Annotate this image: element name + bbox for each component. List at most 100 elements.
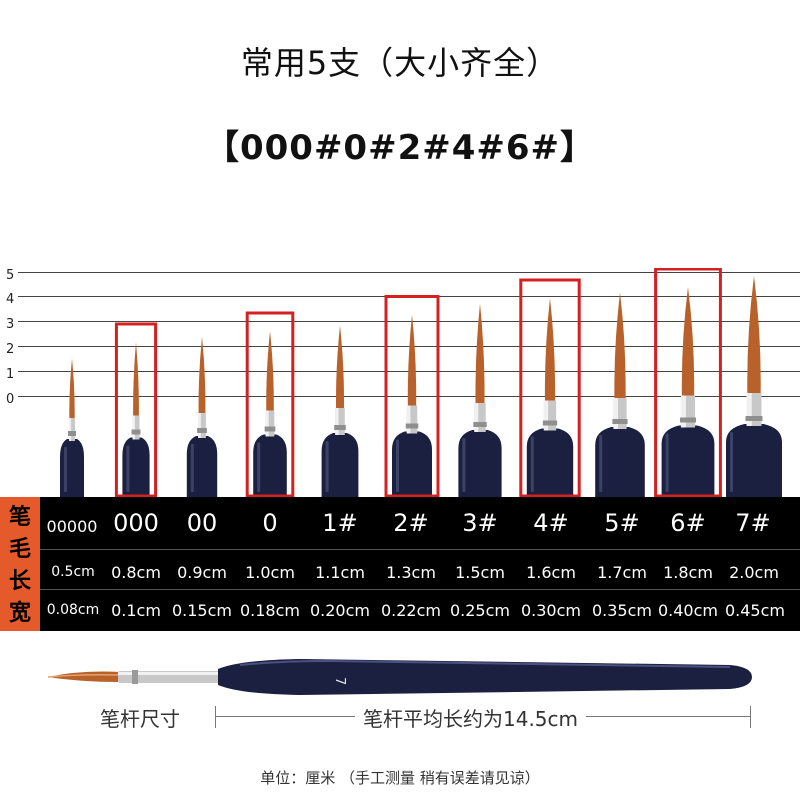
ferrule-shine: [680, 395, 686, 428]
bristle-width: 0.40cm: [657, 601, 718, 620]
highlight-box: [654, 268, 722, 498]
ruler-line: [18, 272, 800, 273]
title-line-2: 【000#0#2#4#6#】: [204, 128, 596, 168]
brush-handle: [253, 434, 287, 498]
size-name: 1#: [322, 509, 358, 537]
bristle-width: 0.20cm: [309, 601, 370, 620]
unit-note: 单位：厘米 （手工测量 稍有误差请见谅）: [260, 769, 540, 787]
handle-shine: [599, 435, 603, 492]
size-name: 2#: [393, 509, 429, 537]
size-name: 4#: [533, 509, 569, 537]
title-line-1: 常用5支（大小齐全）: [240, 44, 560, 82]
side-label-bar: 笔 毛 长 宽: [0, 497, 40, 631]
scale-label: 0: [6, 392, 15, 407]
ferrule: [265, 410, 275, 437]
side-label-char: 宽: [8, 601, 31, 626]
ruler-line: [18, 321, 800, 322]
bristle-length: 1.1cm: [315, 563, 365, 582]
measure-tick-left: [215, 706, 216, 728]
bristle-width: 0.15cm: [171, 601, 232, 620]
side-label-char: 笔: [8, 505, 31, 530]
size-name: 6#: [670, 509, 706, 537]
ferrule: [198, 413, 206, 438]
bristle-width: 0.22cm: [380, 601, 441, 620]
ferrule-shine: [406, 405, 411, 434]
ferrule: [335, 408, 345, 435]
scale-label: 1: [6, 367, 15, 382]
bristle-tip: [475, 303, 485, 403]
size-name: 00: [186, 509, 218, 537]
bristle-width: 0.25cm: [449, 601, 510, 620]
ruler-line: [18, 346, 800, 347]
bristle-tip: [266, 331, 274, 411]
side-label-char: 毛: [8, 537, 31, 562]
ferrule-shine: [265, 410, 269, 437]
bristle-length-row: 0.5cm 0.8cm 0.9cm 1.0cm 1.1cm 1.3cm 1.5c…: [0, 555, 800, 591]
row-divider: [40, 549, 800, 550]
bristle-tip: [407, 314, 417, 406]
handle-shine: [730, 432, 733, 492]
ferrule-crimp: [334, 425, 346, 430]
bristle-width: 0.08cm: [46, 602, 100, 618]
handle-shine: [665, 433, 669, 492]
ferrule-shine: [613, 398, 619, 429]
full-brush-illustration: 7: [47, 659, 752, 695]
brush-handle: [218, 659, 752, 695]
highlight-box: [519, 278, 581, 498]
scale-label: 5: [6, 268, 15, 283]
bristle-width: 0.18cm: [239, 601, 300, 620]
bristle-tip: [69, 358, 75, 418]
ferrule-crimp: [131, 429, 141, 435]
ferrule-shine: [118, 672, 220, 675]
size-name: 0: [262, 509, 278, 537]
bristle-length: 1.3cm: [386, 563, 436, 582]
measure-tick-right: [750, 706, 751, 728]
brush-handle: [661, 425, 715, 498]
ferrule-shine: [69, 418, 72, 441]
ferrule: [132, 415, 140, 440]
bristle-length: 0.8cm: [111, 563, 161, 582]
brush-handle: [60, 439, 84, 498]
handle-number: 7: [332, 677, 347, 685]
ferrule-crimp: [745, 416, 763, 421]
bristle-length: 0.9cm: [177, 563, 227, 582]
ferrule-crimp: [264, 426, 276, 432]
bristle-tip: [544, 298, 556, 401]
ferrule: [69, 418, 75, 441]
bristle-length: 1.8cm: [663, 563, 713, 582]
size-table: 笔 毛 长 宽 00000 000 00 0 1# 2# 3# 4# 5# 6#…: [0, 497, 800, 631]
ferrule-crimp: [405, 423, 419, 429]
ferrule-shine: [335, 408, 339, 435]
bristle-tip: [133, 342, 139, 416]
handle-shine: [530, 436, 534, 492]
bristle-tip: [614, 292, 626, 398]
size-name-row: 00000 000 00 0 1# 2# 3# 4# 5# 6# 7#: [0, 505, 800, 545]
bristle-width: 0.30cm: [520, 601, 581, 620]
ferrule: [406, 405, 418, 434]
bristle-width: 0.45cm: [724, 601, 785, 620]
ferrule-crimp: [197, 428, 207, 433]
ferrule-shine: [543, 400, 549, 431]
brush-handle: [392, 431, 432, 498]
measure-label: 笔杆尺寸: [100, 707, 180, 731]
size-name: 3#: [462, 509, 498, 537]
bristle-length: 1.5cm: [455, 563, 505, 582]
brush-handle: [321, 433, 359, 498]
handle-shine: [462, 438, 466, 492]
brush-handle: [186, 436, 218, 498]
ferrule-crimp: [132, 670, 138, 684]
size-name: 5#: [604, 509, 640, 537]
brush-handle: [526, 428, 574, 498]
handle-shine: [257, 442, 261, 492]
bristle-width-row: 0.08cm 0.1cm 0.15cm 0.18cm 0.20cm 0.22cm…: [0, 593, 800, 629]
ferrule-crimp: [68, 431, 76, 436]
ferrule-crimp: [542, 420, 558, 426]
row-divider: [40, 589, 800, 590]
size-name: 000: [113, 509, 159, 537]
bristle-tip: [336, 325, 344, 408]
ferrule-crimp: [612, 419, 628, 424]
bristle-highlight: [47, 674, 121, 678]
brush-lineup: [60, 268, 782, 498]
ferrule-crimp: [679, 417, 697, 423]
bristle-tip: [198, 336, 206, 413]
